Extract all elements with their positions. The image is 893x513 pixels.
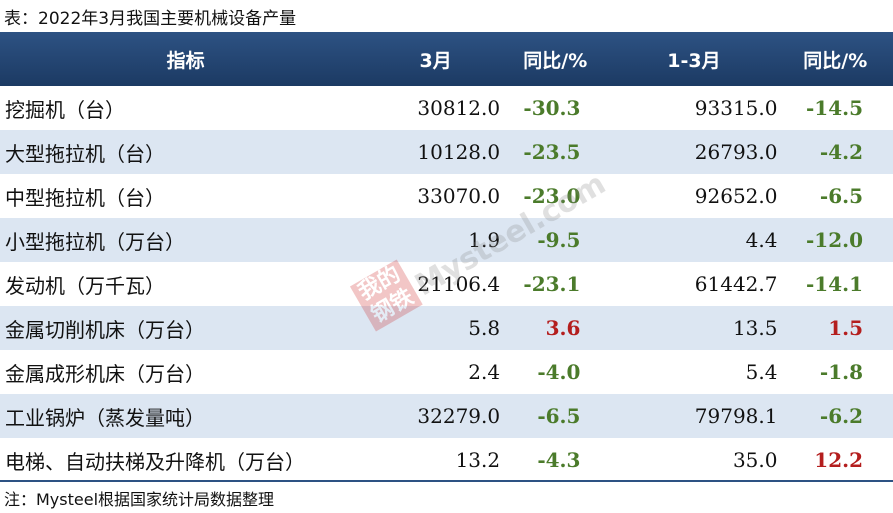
cell: 13.5: [610, 306, 778, 350]
cell: 5.4: [745, 360, 778, 384]
cell: -1.8: [819, 360, 863, 384]
cell: 1.5: [777, 306, 893, 350]
cell: -6.5: [500, 394, 611, 438]
table-row: 发动机（万千瓦） 21106.4 -23.1 61442.7 -14.1: [0, 262, 893, 306]
cell: 33070.0: [417, 184, 501, 208]
header-cell: 3月: [371, 32, 501, 86]
row-label: 中型拖拉机（台）: [5, 185, 165, 210]
cell: -14.5: [805, 96, 863, 120]
cell: 21106.4: [417, 272, 501, 296]
header-row: 指标 3月 同比/% 1-3月 同比/%: [0, 32, 893, 86]
table-row: 工业锅炉（蒸发量吨） 32279.0 -6.5 79798.1 -6.2: [0, 394, 893, 438]
table: 指标 3月 同比/% 1-3月 同比/% 挖掘机（台） 30812.0 -30.3 93315…: [0, 32, 893, 482]
cell: -9.5: [500, 218, 611, 262]
cell: -23.1: [523, 272, 581, 296]
cell: 26793.0: [610, 130, 778, 174]
cell: 30812.0: [417, 96, 501, 120]
cell: 10128.0: [371, 130, 501, 174]
cell: 13.2: [455, 448, 501, 472]
header-cell: 指标: [0, 32, 372, 86]
row-label: 大型拖拉机（台）: [0, 130, 372, 174]
cell: 4.4: [610, 218, 778, 262]
row-label: 电梯、自动扶梯及升降机（万台）: [5, 449, 305, 474]
cell: 35.0: [732, 448, 778, 472]
table-row: 大型拖拉机（台） 10128.0 -23.5 26793.0 -4.2: [0, 130, 893, 174]
cell: 92652.0: [694, 184, 778, 208]
cell: 2.4: [468, 360, 501, 384]
cell: 3.6: [500, 306, 611, 350]
cell: 32279.0: [371, 394, 501, 438]
table-row: 小型拖拉机（万台） 1.9 -9.5 4.4 -12.0: [0, 218, 893, 262]
cell: -4.3: [537, 448, 581, 472]
cell: -23.5: [500, 130, 611, 174]
cell: 93315.0: [694, 96, 778, 120]
row-label: 金属成形机床（万台）: [5, 361, 205, 386]
cell: -4.2: [777, 130, 893, 174]
cell: -30.3: [523, 96, 581, 120]
header-cell: 同比/%: [500, 32, 611, 86]
cell: -6.5: [819, 184, 863, 208]
row-label: 金属切削机床（万台）: [0, 306, 372, 350]
title: 表：2022年3月我国主要机械设备产量: [4, 9, 297, 29]
row-label: 挖掘机（台）: [5, 97, 125, 122]
cell: 5.8: [371, 306, 501, 350]
table-row: 金属成形机床（万台） 2.4 -4.0 5.4 -1.8: [0, 350, 893, 394]
cell: -14.1: [805, 272, 863, 296]
header-cell: 1-3月: [610, 32, 778, 86]
table-row: 电梯、自动扶梯及升降机（万台） 13.2 -4.3 35.0 12.2: [0, 438, 893, 482]
table-body: 挖掘机（台） 30812.0 -30.3 93315.0 -14.5 大型拖拉机（台） 10…: [0, 86, 893, 482]
header-cell: 同比/%: [777, 32, 893, 86]
table-row: 中型拖拉机（台） 33070.0 -23.0 92652.0 -6.5: [0, 174, 893, 218]
cell: -23.0: [523, 184, 581, 208]
cell: -12.0: [777, 218, 893, 262]
table-row: 金属切削机床（万台） 5.8 3.6 13.5 1.5: [0, 306, 893, 350]
cell: 1.9: [371, 218, 501, 262]
cell: -4.0: [537, 360, 581, 384]
row-label: 工业锅炉（蒸发量吨）: [0, 394, 372, 438]
bottom-rule: [0, 480, 893, 482]
cell: 12.2: [814, 448, 863, 472]
row-label: 发动机（万千瓦）: [5, 273, 165, 298]
note: 注：Mysteel根据国家统计局数据整理: [4, 490, 275, 509]
table-row: 挖掘机（台） 30812.0 -30.3 93315.0 -14.5: [0, 86, 893, 130]
row-label: 小型拖拉机（万台）: [0, 218, 372, 262]
cell: -6.2: [777, 394, 893, 438]
cell: 61442.7: [694, 272, 778, 296]
cell: 79798.1: [610, 394, 778, 438]
